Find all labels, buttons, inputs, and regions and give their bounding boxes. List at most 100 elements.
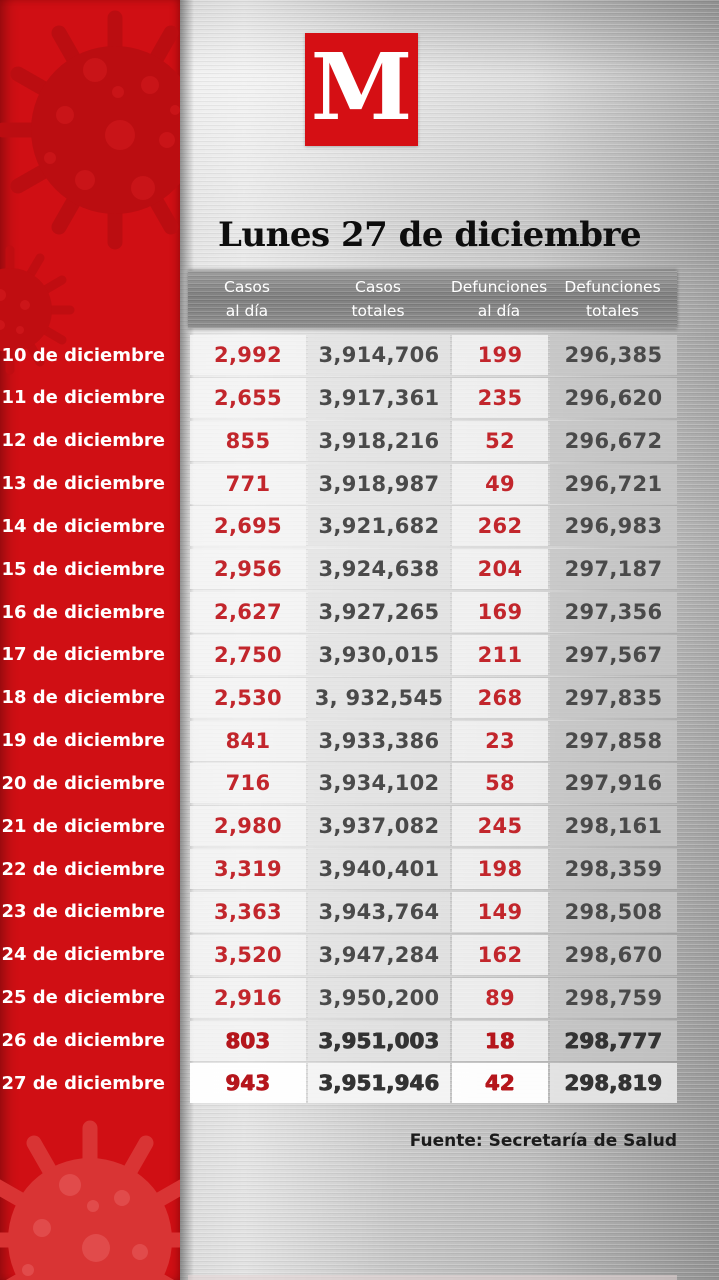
table-body: 10 de diciembre 2,992 3,914,706 199 296,… xyxy=(0,335,719,1106)
row-date: 12 de diciembre xyxy=(1,430,165,452)
table-row: 10 de diciembre 2,992 3,914,706 199 296,… xyxy=(0,335,719,375)
row-date: 25 de diciembre xyxy=(1,987,165,1009)
cell-defunciones-totales: 297,187 xyxy=(548,549,677,590)
table-header: Casos al día Casos totales Defunciones a… xyxy=(188,271,677,328)
column-header-defunciones-dia: Defunciones al día xyxy=(450,278,548,320)
cell-casos-dia: 3,363 xyxy=(188,891,306,932)
table-row: 24 de diciembre 3,520 3,947,284 162 298,… xyxy=(0,934,719,975)
row-date: 22 de diciembre xyxy=(1,858,165,880)
cell-casos-totales: 3,927,265 xyxy=(306,592,450,633)
column-header-casos-dia: Casos al día xyxy=(224,278,270,320)
cell-defunciones-totales: 296,983 xyxy=(548,506,677,547)
column-header-defunciones-totales: Defunciones totales xyxy=(564,278,661,320)
cell-casos-dia: 841 xyxy=(188,720,306,761)
cell-defunciones-dia: 262 xyxy=(450,506,548,547)
cell-defunciones-totales: 296,672 xyxy=(548,420,677,461)
row-date: 23 de diciembre xyxy=(1,901,165,923)
table-row: 11 de diciembre 2,655 3,917,361 235 296,… xyxy=(0,377,719,418)
sidebar xyxy=(0,0,180,1280)
row-date: 24 de diciembre xyxy=(1,944,165,966)
table-row: 13 de diciembre 771 3,918,987 49 296,721 xyxy=(0,463,719,504)
cell-casos-dia: 2,980 xyxy=(188,806,306,847)
cell-defunciones-totales: 296,721 xyxy=(548,463,677,504)
cell-defunciones-totales: 297,916 xyxy=(548,763,677,804)
cell-casos-totales: 3,937,082 xyxy=(306,806,450,847)
cell-casos-totales: 3,917,361 xyxy=(306,377,450,418)
cell-defunciones-dia: 52 xyxy=(450,420,548,461)
cell-defunciones-totales: 298,359 xyxy=(548,849,677,890)
cell-casos-dia: 2,695 xyxy=(188,506,306,547)
row-date: 15 de diciembre xyxy=(1,558,165,580)
row-date: 14 de diciembre xyxy=(1,515,165,537)
table-row: 18 de diciembre 2,530 3, 932,545 268 297… xyxy=(0,677,719,718)
cell-casos-totales: 3,933,386 xyxy=(306,720,450,761)
source-note: Fuente: Secretaría de Salud xyxy=(409,1131,677,1151)
cell-casos-dia: 855 xyxy=(188,420,306,461)
cell-defunciones-totales: 296,385 xyxy=(548,335,677,375)
cell-defunciones-dia: 198 xyxy=(450,849,548,890)
cell-defunciones-dia: 23 xyxy=(450,720,548,761)
cell-defunciones-dia: 204 xyxy=(450,549,548,590)
cell-casos-dia: 2,916 xyxy=(188,977,306,1018)
bottom-strip xyxy=(188,1275,677,1280)
cell-defunciones-totales: 297,858 xyxy=(548,720,677,761)
cell-casos-dia: 2,627 xyxy=(188,592,306,633)
cell-casos-dia: 2,992 xyxy=(188,335,306,375)
cell-defunciones-dia: 169 xyxy=(450,592,548,633)
cell-casos-totales: 3,950,200 xyxy=(306,977,450,1018)
cell-defunciones-totales: 297,567 xyxy=(548,634,677,675)
cell-defunciones-totales: 296,620 xyxy=(548,377,677,418)
cell-defunciones-totales: 298,670 xyxy=(548,934,677,975)
milenio-logo-letter: M xyxy=(310,32,413,141)
row-date: 26 de diciembre xyxy=(1,1030,165,1051)
cell-casos-dia: 943 xyxy=(188,1063,306,1104)
cell-defunciones-totales: 298,508 xyxy=(548,891,677,932)
table-row: 19 de diciembre 841 3,933,386 23 297,858 xyxy=(0,720,719,761)
cell-defunciones-dia: 235 xyxy=(450,377,548,418)
row-date: 11 de diciembre xyxy=(1,387,165,409)
cell-casos-totales: 3,940,401 xyxy=(306,849,450,890)
row-date: 21 de diciembre xyxy=(1,815,165,837)
cell-defunciones-dia: 268 xyxy=(450,677,548,718)
cell-defunciones-dia: 18 xyxy=(450,1020,548,1061)
cell-casos-totales: 3,947,284 xyxy=(306,934,450,975)
table-row: 16 de diciembre 2,627 3,927,265 169 297,… xyxy=(0,592,719,633)
cell-casos-dia: 2,655 xyxy=(188,377,306,418)
cell-casos-dia: 771 xyxy=(188,463,306,504)
cell-defunciones-totales: 298,777 xyxy=(548,1020,677,1061)
cell-defunciones-dia: 199 xyxy=(450,335,548,375)
cell-casos-totales: 3,930,015 xyxy=(306,634,450,675)
cell-defunciones-totales: 298,161 xyxy=(548,806,677,847)
table-row: 22 de diciembre 3,319 3,940,401 198 298,… xyxy=(0,849,719,890)
cell-casos-totales: 3,918,987 xyxy=(306,463,450,504)
table-row: 14 de diciembre 2,695 3,921,682 262 296,… xyxy=(0,506,719,547)
cell-defunciones-dia: 149 xyxy=(450,891,548,932)
page-title: Lunes 27 de diciembre xyxy=(218,215,642,255)
row-date: 10 de diciembre xyxy=(1,344,165,366)
virus-icon xyxy=(0,10,180,250)
cell-casos-totales: 3,934,102 xyxy=(306,763,450,804)
table-row: 12 de diciembre 855 3,918,216 52 296,672 xyxy=(0,420,719,461)
cell-casos-dia: 716 xyxy=(188,763,306,804)
cell-casos-totales: 3, 932,545 xyxy=(306,677,450,718)
row-date: 19 de diciembre xyxy=(1,730,165,752)
column-header-casos-totales: Casos totales xyxy=(351,278,405,320)
cell-casos-dia: 803 xyxy=(188,1020,306,1061)
table-row: 27 de diciembre 943 3,951,946 42 298,819 xyxy=(0,1063,719,1104)
table-row: 21 de diciembre 2,980 3,937,082 245 298,… xyxy=(0,806,719,847)
table-row: 20 de diciembre 716 3,934,102 58 297,916 xyxy=(0,763,719,804)
cell-defunciones-dia: 42 xyxy=(450,1063,548,1104)
cell-casos-dia: 3,520 xyxy=(188,934,306,975)
cell-defunciones-dia: 49 xyxy=(450,463,548,504)
cell-casos-dia: 2,530 xyxy=(188,677,306,718)
cell-casos-totales: 3,921,682 xyxy=(306,506,450,547)
cell-casos-totales: 3,951,003 xyxy=(306,1020,450,1061)
table-row: 15 de diciembre 2,956 3,924,638 204 297,… xyxy=(0,549,719,590)
table-row: 26 de diciembre 803 3,951,003 18 298,777 xyxy=(0,1020,719,1061)
table-row: 17 de diciembre 2,750 3,930,015 211 297,… xyxy=(0,634,719,675)
row-date: 16 de diciembre xyxy=(1,601,165,623)
row-date: 13 de diciembre xyxy=(1,473,165,495)
row-date: 20 de diciembre xyxy=(1,772,165,794)
milenio-logo: M xyxy=(305,33,418,146)
